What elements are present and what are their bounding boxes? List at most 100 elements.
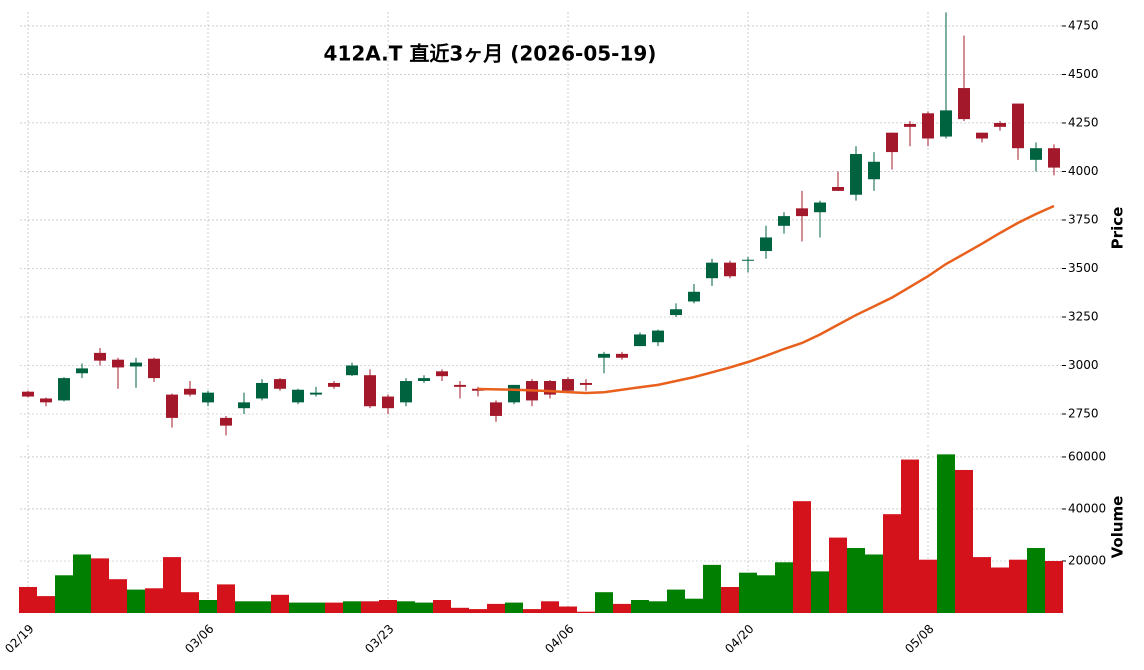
- volume-bar: [685, 598, 703, 613]
- volume-bar: [613, 603, 631, 613]
- volume-bar: [73, 554, 91, 613]
- candle-body: [220, 417, 232, 426]
- volume-bar: [991, 567, 1009, 613]
- volume-bar: [865, 554, 883, 613]
- volume-bar: [757, 575, 775, 613]
- moving-average-line: [477, 204, 1055, 395]
- y-tick-label: 4250: [1068, 115, 1099, 129]
- candle-body: [166, 394, 178, 418]
- candle-body: [328, 382, 340, 387]
- candle-body: [922, 113, 934, 139]
- x-tick-label: 05/08: [902, 622, 936, 656]
- candle-body: [760, 237, 772, 252]
- candle-body: [958, 88, 970, 120]
- x-tick-label: 03/06: [182, 622, 216, 656]
- y2-axis-label: Volume: [1109, 496, 1127, 559]
- x-tick-label: 02/19: [2, 622, 36, 656]
- volume-bar: [955, 469, 973, 613]
- volume-bar: [721, 586, 739, 613]
- volume-bar: [1027, 547, 1045, 613]
- y-tick-label: 2750: [1068, 407, 1099, 421]
- volume-bar: [91, 558, 109, 613]
- volume-bar: [793, 501, 811, 613]
- y2-tick-label: 60000: [1068, 449, 1106, 463]
- candle-body: [76, 368, 88, 374]
- volume-bar: [163, 557, 181, 613]
- volume-bar: [235, 601, 253, 613]
- candle-body: [904, 123, 916, 127]
- volume-bar: [487, 603, 505, 613]
- candle-body: [814, 202, 826, 213]
- candle-body: [1048, 148, 1060, 168]
- candle-body: [238, 402, 250, 409]
- candle-body: [346, 365, 358, 376]
- candle-body: [418, 378, 430, 382]
- volume-bar: [829, 537, 847, 613]
- candle-body: [598, 353, 610, 358]
- candle-body: [976, 132, 988, 139]
- y-tick-label: 3750: [1068, 212, 1099, 226]
- volume-bar: [55, 575, 73, 613]
- candle-body: [364, 375, 376, 407]
- candle-body: [616, 353, 628, 358]
- volume-bar: [577, 611, 595, 613]
- candle-body: [40, 398, 52, 403]
- candle-body: [742, 259, 754, 261]
- candle-body: [184, 388, 196, 395]
- volume-bar: [217, 584, 235, 613]
- volume-bar: [37, 596, 55, 613]
- volume-bar: [19, 586, 37, 613]
- volume-bar: [883, 514, 901, 613]
- volume-bar: [181, 592, 199, 613]
- volume-bar: [361, 601, 379, 613]
- candle-body: [1012, 103, 1024, 149]
- volume-bar: [433, 599, 451, 613]
- volume-bar: [127, 589, 145, 613]
- candle-body: [94, 352, 106, 361]
- x-tick-label: 04/20: [722, 622, 756, 656]
- volume-bar: [901, 459, 919, 613]
- candle-body: [850, 154, 862, 195]
- candle-body: [202, 392, 214, 403]
- x-tick-label: 03/23: [362, 622, 396, 656]
- volume-bar: [199, 599, 217, 613]
- volume-bar: [775, 562, 793, 613]
- volume-bar: [523, 609, 541, 613]
- candle-body: [994, 122, 1006, 127]
- volume-bar: [307, 602, 325, 613]
- candle-body: [292, 389, 304, 403]
- candle-body: [130, 362, 142, 367]
- volume-bar: [595, 592, 613, 613]
- y-axis-label: Price: [1109, 207, 1127, 250]
- y-tick-label: 4750: [1068, 18, 1099, 32]
- volume-bar: [847, 547, 865, 613]
- volume-bar: [469, 609, 487, 613]
- y2-tick-label: 20000: [1068, 553, 1106, 567]
- y-tick-label: 3250: [1068, 309, 1099, 323]
- candle-body: [382, 396, 394, 409]
- candle-body: [400, 381, 412, 403]
- candle-body: [634, 334, 646, 347]
- candle-body: [256, 382, 268, 399]
- volume-bar: [667, 589, 685, 613]
- volume-bar: [559, 606, 577, 613]
- volume-bar: [973, 557, 991, 613]
- volume-bar: [325, 602, 343, 613]
- y-tick-label: 3000: [1068, 358, 1099, 372]
- volume-bar: [811, 571, 829, 613]
- volume-bar: [631, 599, 649, 613]
- volume-bar: [1009, 559, 1027, 613]
- candle-body: [670, 309, 682, 316]
- candle-body: [688, 291, 700, 302]
- volume-bar: [145, 588, 163, 613]
- volume-bar: [109, 579, 127, 613]
- volume-bar: [505, 602, 523, 613]
- candle-body: [868, 161, 880, 180]
- candle-body: [706, 262, 718, 279]
- candle-body: [580, 382, 592, 385]
- volume-bar: [541, 601, 559, 613]
- candle-body: [454, 384, 466, 387]
- volume-bar: [271, 594, 289, 613]
- candle-body: [1030, 148, 1042, 160]
